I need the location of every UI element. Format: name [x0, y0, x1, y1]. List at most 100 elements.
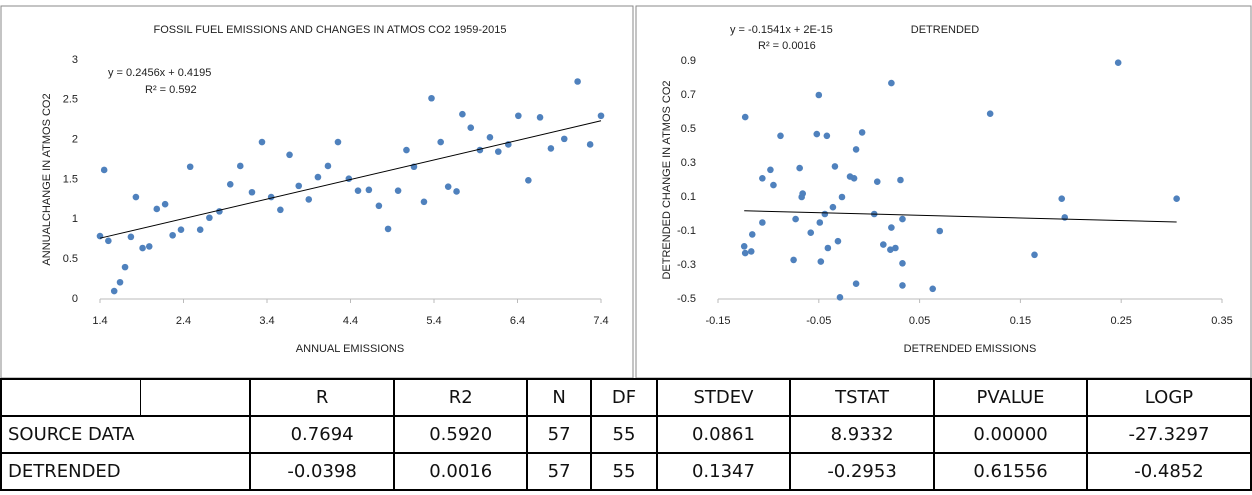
header-blank	[0, 378, 141, 417]
point	[807, 229, 815, 236]
point	[216, 208, 223, 215]
cell: R2	[393, 378, 529, 417]
point	[354, 187, 362, 194]
cell: 0.7694	[248, 415, 396, 454]
point	[226, 180, 234, 188]
cell: 55	[589, 415, 658, 454]
point	[880, 241, 887, 248]
y-tick-label: 2.5	[63, 94, 78, 106]
point	[777, 132, 784, 140]
point	[139, 244, 146, 252]
point	[838, 193, 846, 201]
point	[236, 162, 244, 170]
x-tick-label: 3.4	[259, 315, 274, 327]
point	[821, 210, 829, 218]
point	[741, 249, 749, 257]
cell: 0.1347	[655, 452, 791, 491]
charts: FOSSIL FUEL EMISSIONS AND CHANGES IN ATM…	[0, 5, 1252, 378]
y-tick-label: 0.7	[681, 89, 696, 101]
point	[796, 164, 803, 172]
point	[790, 256, 797, 264]
point	[831, 163, 839, 170]
header-row: R R2 N DF STDEV TSTAT PVALUE LOGP	[0, 378, 1252, 417]
point	[437, 138, 444, 146]
cell: 57	[526, 452, 592, 491]
point	[597, 112, 605, 120]
point	[153, 205, 161, 213]
cell: STDEV	[655, 378, 791, 417]
row: DETRENDED -0.0398 0.0016 57 55 0.1347 -0.2953 0…	[0, 452, 1252, 491]
cell: 0.0016	[393, 452, 529, 491]
cell: 0.61556	[933, 452, 1088, 491]
point	[759, 219, 766, 226]
point	[817, 258, 825, 265]
cell: -27.3297	[1085, 415, 1252, 454]
point	[375, 202, 383, 210]
point	[816, 219, 824, 226]
cell: DF	[589, 378, 658, 417]
y-tick-label: 0.1	[681, 191, 696, 203]
y-tick-label: -0.1	[677, 225, 696, 237]
row: SOURCE DATA 0.7694 0.5920 57 55 0.0861 8.9332 0…	[0, 415, 1252, 454]
cell: PVALUE	[933, 378, 1088, 417]
trendline	[99, 120, 602, 239]
point	[453, 188, 460, 195]
point	[586, 141, 594, 148]
point	[314, 173, 322, 181]
point	[116, 278, 124, 286]
x-tick-label: 2.4	[176, 315, 191, 327]
point	[892, 244, 899, 252]
point	[560, 135, 568, 143]
y-axis-title: DETRENDED CHANGE IN ATMOS CO2	[661, 80, 673, 279]
point	[444, 183, 452, 190]
point	[459, 110, 466, 118]
cell: -0.2953	[788, 452, 936, 491]
trend-equation: y = 0.2456x + 0.4195	[108, 67, 211, 79]
point	[741, 113, 749, 121]
y-tick-label: 0.9	[681, 55, 696, 67]
point	[467, 124, 475, 132]
point	[121, 263, 129, 271]
point	[494, 148, 502, 155]
y-tick-label: 1	[72, 213, 78, 225]
point	[1058, 195, 1066, 202]
header-blank	[140, 378, 251, 417]
x-tick-label: -0.05	[806, 315, 831, 327]
point	[100, 166, 108, 174]
point	[295, 182, 303, 190]
x-axis-title: ANNUAL EMISSIONS	[296, 343, 404, 355]
x-tick-label: 0.15	[1010, 315, 1031, 327]
y-tick-label: -0.5	[677, 293, 696, 305]
trend-r2: R² = 0.592	[145, 84, 197, 96]
point	[936, 227, 944, 235]
point	[324, 162, 332, 170]
point	[887, 246, 894, 253]
point	[110, 287, 118, 295]
point	[169, 231, 176, 239]
x-tick-label: 0.25	[1110, 315, 1131, 327]
stats-table: R R2 N DF STDEV TSTAT PVALUE LOGP SOURCE DATA 0.…	[0, 378, 1252, 491]
y-tick-label: 1.5	[63, 173, 78, 185]
point	[403, 146, 410, 154]
point	[740, 243, 748, 250]
y-axis-title: ANNUALCHANGE IN ATMOS CO2	[41, 93, 53, 265]
cell: 0.00000	[933, 415, 1088, 454]
y-tick-label: 0.3	[681, 157, 696, 169]
point	[428, 94, 435, 102]
cell: TSTAT	[788, 378, 936, 417]
y-tick-label: 0.5	[681, 123, 696, 135]
point	[813, 130, 821, 138]
trendline	[744, 210, 1177, 223]
right-panel	[635, 5, 1252, 378]
point	[394, 187, 402, 194]
point	[286, 151, 293, 159]
cell: DETRENDED	[0, 452, 251, 491]
point	[96, 232, 104, 240]
point	[1114, 59, 1122, 66]
y-tick-label: 0.5	[63, 253, 78, 265]
cell: -0.0398	[248, 452, 396, 491]
point	[986, 110, 994, 117]
point	[888, 224, 895, 231]
left-panel	[0, 5, 634, 378]
